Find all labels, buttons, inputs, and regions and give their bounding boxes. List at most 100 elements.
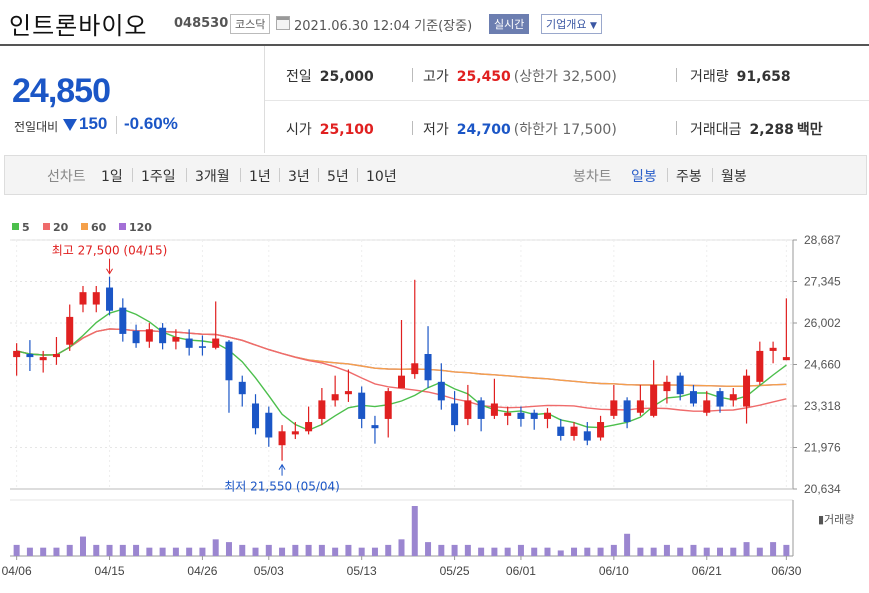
candle-body — [756, 350, 764, 382]
low-annotation: 최저 21,550 (05/04) — [224, 480, 340, 494]
stat-prev: 전일 25,000 — [286, 66, 374, 86]
volume-bar — [292, 544, 299, 556]
stat-high: 고가 25,450 (상한가 32,500) — [423, 66, 617, 86]
chevron-down-icon: ▼ — [589, 21, 597, 31]
candle-body — [106, 287, 114, 311]
volume-bar — [783, 544, 790, 556]
volume-bar — [491, 547, 498, 556]
calendar-icon — [276, 16, 290, 30]
period-weekly[interactable]: 주봉 — [676, 169, 702, 185]
candle-body — [782, 357, 790, 361]
line-chart-label: 선차트 — [47, 169, 86, 185]
volume-bar — [597, 547, 604, 556]
volume-bar — [26, 547, 33, 556]
candle-body — [398, 375, 405, 389]
x-tick-label: 04/06 — [2, 564, 32, 578]
candle-body — [451, 403, 459, 426]
volume-bar — [756, 547, 763, 556]
volume-bar — [146, 547, 153, 556]
volume-bar — [584, 547, 591, 556]
volume-bar — [544, 547, 551, 556]
volume-bar — [53, 547, 60, 556]
candle-body — [597, 422, 605, 438]
y-tick-label: 20,634 — [804, 482, 841, 496]
divider — [676, 121, 677, 135]
volume-bar — [517, 544, 524, 556]
stat-label: 고가 — [423, 69, 449, 85]
divider — [667, 168, 668, 182]
volume-bar — [743, 542, 750, 556]
ma5-line — [16, 308, 787, 431]
candle-body — [623, 400, 631, 423]
volume-bar — [186, 547, 193, 556]
period-1w[interactable]: 1주일 — [141, 169, 176, 185]
low-arrow-icon — [278, 463, 286, 470]
volume-bar — [624, 533, 631, 556]
ma20-line — [16, 328, 787, 412]
volume-bar — [305, 544, 312, 556]
candle-body — [92, 292, 100, 305]
high-arrow-icon — [106, 268, 113, 275]
period-10y[interactable]: 10년 — [366, 169, 397, 185]
legend-swatch — [81, 223, 88, 230]
legend-swatch — [43, 223, 50, 230]
volume-bar — [557, 550, 564, 556]
period-monthly[interactable]: 월봉 — [721, 169, 747, 185]
datetime-basis: 기준(장중) — [414, 19, 473, 34]
stat-limit: (상한가 32,500) — [513, 69, 617, 85]
y-tick-label: 21,976 — [804, 441, 841, 455]
candle-body — [225, 341, 233, 381]
candle-body — [278, 431, 286, 446]
stock-code: 048530 — [174, 16, 229, 31]
realtime-badge[interactable]: 실시간 — [489, 14, 530, 34]
candle-body — [703, 400, 711, 413]
volume-bar — [119, 544, 126, 556]
stat-low: 저가 24,700 (하한가 17,500) — [423, 119, 617, 139]
volume-bar — [650, 547, 657, 556]
volume-bar — [690, 544, 697, 556]
volume-bar — [212, 539, 219, 556]
volume-bar — [199, 547, 206, 556]
period-3y[interactable]: 3년 — [288, 169, 310, 185]
candle-body — [132, 330, 140, 344]
candle-body — [464, 400, 472, 419]
period-1d[interactable]: 1일 — [101, 169, 123, 185]
legend-swatch — [119, 223, 126, 230]
volume-bar — [106, 544, 113, 556]
candle-body — [172, 336, 180, 342]
candle-body — [517, 412, 525, 419]
period-3m[interactable]: 3개월 — [195, 169, 230, 185]
divider — [676, 68, 677, 82]
divider — [132, 168, 133, 182]
divider — [712, 168, 713, 182]
period-1y[interactable]: 1년 — [249, 169, 271, 185]
period-daily[interactable]: 일봉 — [631, 169, 657, 185]
volume-bar — [279, 547, 286, 556]
candle-body — [26, 354, 34, 358]
divider — [186, 168, 187, 182]
volume-bar — [571, 547, 578, 556]
corp-info-dropdown[interactable]: 기업개요 ▼ — [541, 14, 602, 34]
volume-bar — [610, 544, 617, 556]
volume-bar — [172, 547, 179, 556]
volume-bar — [371, 547, 378, 556]
volume-bar — [730, 547, 737, 556]
divider — [412, 121, 413, 135]
chart-period-nav: 선차트 1일 1주일 3개월 1년 3년 5년 10년 봉차트 일봉 주봉 월봉 — [4, 155, 867, 195]
candle-body — [716, 391, 724, 407]
y-tick-label: 23,318 — [804, 399, 841, 413]
y-tick-label: 28,687 — [804, 233, 841, 247]
legend-swatch — [12, 223, 19, 230]
volume-bar — [252, 547, 259, 556]
candle-body — [650, 384, 658, 416]
stat-label: 시가 — [286, 122, 312, 138]
stat-value: 25,000 — [319, 69, 374, 85]
candle-chart-label: 봉차트 — [573, 169, 612, 185]
candle-body — [676, 375, 684, 395]
stat-volume: 거래량 91,658 — [690, 66, 791, 86]
candle-body — [530, 412, 538, 419]
change-label: 전일대비 — [14, 120, 59, 134]
period-5y[interactable]: 5년 — [327, 169, 349, 185]
candle-body — [119, 307, 127, 334]
